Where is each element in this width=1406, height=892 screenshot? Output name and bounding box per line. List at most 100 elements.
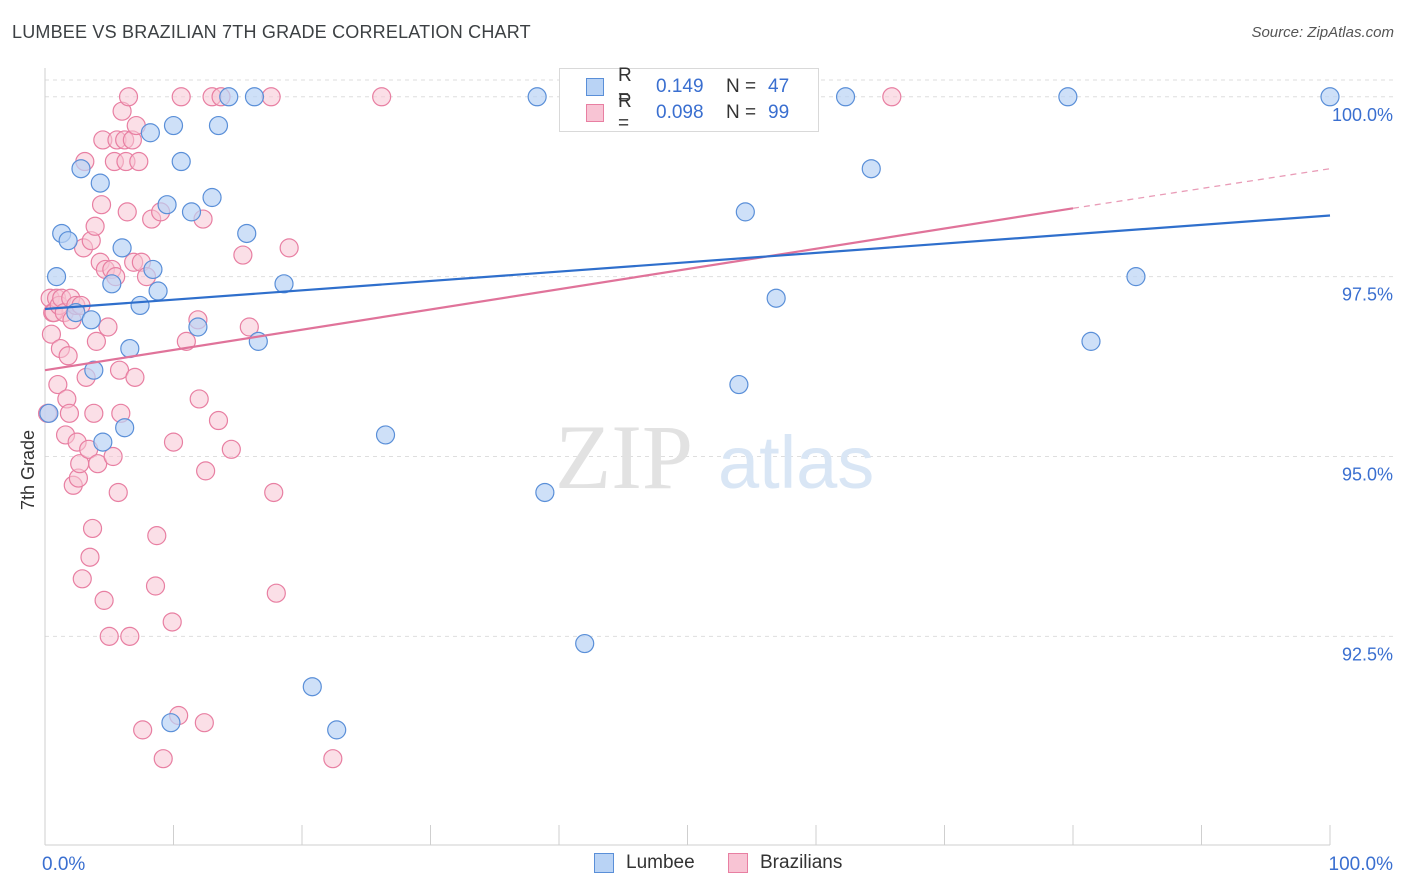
lumbee-point <box>188 317 208 337</box>
lumbee-point <box>163 115 184 136</box>
lumbee-point <box>115 418 135 438</box>
lumbee-swatch <box>594 853 614 873</box>
brazilians-swatch <box>586 104 604 122</box>
lumbee-point <box>202 187 222 208</box>
axis-layer <box>44 68 1331 846</box>
watermark-zip: ZIP <box>555 406 693 508</box>
correlation-legend: R = 0.149 N = 47 R = 0.098 N = 99 <box>559 65 819 134</box>
lumbee-point <box>244 87 265 107</box>
brazilians-point <box>194 713 214 733</box>
brazilians-point <box>91 195 112 215</box>
lumbee-point <box>835 87 856 107</box>
lumbee-point <box>112 238 132 258</box>
lumbee-point <box>375 425 396 445</box>
lumbee-point <box>535 482 555 503</box>
grid-layer <box>45 79 1393 637</box>
lumbee-point <box>527 87 547 107</box>
brazilians-point <box>239 317 259 337</box>
brazilians-point <box>84 403 104 423</box>
lumbee-trend-line <box>44 214 1331 311</box>
brazilians-trend-line <box>44 207 1074 372</box>
brazilians-point <box>72 569 92 589</box>
brazilians-point <box>153 749 173 769</box>
x-tick-label: 0.0% <box>42 854 85 875</box>
x-tick-label: 100.0% <box>1329 854 1394 875</box>
brazilians-point <box>147 526 167 546</box>
legend-label-brazilians: Brazilians <box>760 852 843 873</box>
lumbee-point <box>81 310 101 330</box>
brazilians-point <box>103 446 123 467</box>
y-tick-label: 97.5% <box>1342 285 1393 305</box>
brazilians-point <box>99 626 119 646</box>
legend-item-lumbee[interactable]: Lumbee <box>594 852 695 874</box>
brazilians-point <box>162 612 182 632</box>
lumbee-point <box>1058 87 1078 107</box>
chart-title: LUMBEE VS BRAZILIAN 7TH GRADE CORRELATIO… <box>12 22 531 42</box>
brazilians-point <box>882 87 902 107</box>
brazilians-point <box>118 87 139 107</box>
brazilians-point <box>266 583 286 603</box>
lumbee-point <box>140 123 160 143</box>
lumbee-point <box>1320 87 1340 107</box>
brazilians-point <box>129 151 149 172</box>
watermark: ZIP atlas <box>555 406 874 508</box>
brazilians-point <box>261 87 281 107</box>
brazilians-point <box>109 360 130 380</box>
lumbee-point <box>575 633 595 654</box>
lumbee-point <box>219 87 239 107</box>
n-label: N = <box>726 102 757 123</box>
r-value: 0.098 <box>656 102 704 123</box>
lumbee-point <box>93 432 113 452</box>
y-tick-label: 92.5% <box>1342 644 1393 664</box>
brazilians-point <box>80 547 100 567</box>
lumbee-point <box>237 223 257 244</box>
legend-item-brazilians[interactable]: Brazilians <box>728 852 842 874</box>
brazilians-swatch <box>728 853 748 873</box>
brazilians-point <box>117 202 137 222</box>
n-value: 47 <box>768 76 790 97</box>
brazilians-point <box>233 245 253 265</box>
brazilians-point <box>94 590 114 610</box>
lumbee-point <box>71 159 91 179</box>
brazilians-point <box>48 374 68 395</box>
n-label: N = <box>726 76 757 97</box>
brazilians-point <box>59 403 80 423</box>
brazilians-point <box>221 439 241 459</box>
lumbee-point <box>171 151 191 172</box>
lumbee-point <box>39 403 59 423</box>
r-value: 0.149 <box>656 76 704 97</box>
tick-labels: 92.5% 95.0% 97.5% 100.0% 0.0% 100.0% <box>42 105 1393 875</box>
lumbee-point <box>861 159 881 179</box>
lumbee-point <box>181 202 202 222</box>
legend-row-brazilians: R = 0.098 N = 99 <box>586 91 790 134</box>
lumbee-point <box>157 195 177 215</box>
lumbee-point <box>208 115 229 136</box>
series-legend: Lumbee Brazilians <box>0 852 1406 876</box>
y-tick-label: 100.0% <box>1332 105 1393 125</box>
lumbee-point <box>102 274 122 294</box>
brazilians-point <box>189 389 209 409</box>
legend-label-lumbee: Lumbee <box>626 852 695 873</box>
lumbee-point <box>58 231 78 251</box>
lumbee-point <box>327 720 347 740</box>
source-label: Source: ZipAtlas.com <box>1251 24 1394 41</box>
lumbee-point <box>1126 267 1146 287</box>
lumbee-point <box>302 677 322 697</box>
brazilians-point <box>133 720 153 740</box>
lumbee-point <box>729 374 749 395</box>
brazilians-point <box>58 346 78 366</box>
brazilians-point <box>264 482 284 503</box>
lumbee-point <box>766 288 786 308</box>
brazilians-point <box>372 87 392 107</box>
brazilians-point <box>98 317 118 337</box>
y-axis-label: 7th Grade <box>18 430 38 510</box>
brazilians-point <box>171 87 191 107</box>
brazilians-point <box>323 749 343 769</box>
watermark-atlas: atlas <box>718 421 874 504</box>
brazilians-point <box>176 331 196 351</box>
n-value: 99 <box>768 102 790 123</box>
brazilians-point <box>163 432 184 452</box>
brazilians-point <box>208 410 229 431</box>
lumbee-point <box>148 281 168 301</box>
